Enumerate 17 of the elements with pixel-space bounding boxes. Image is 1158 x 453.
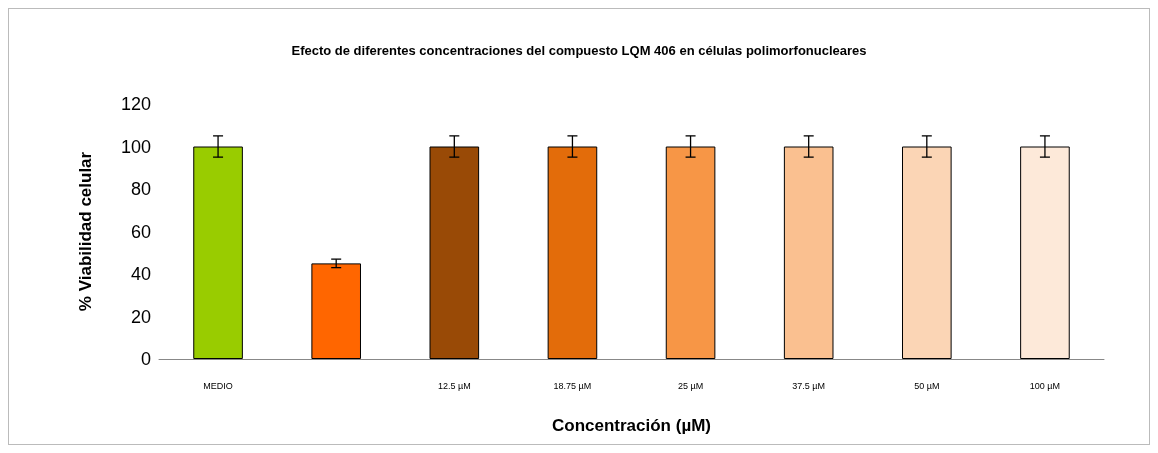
x-tick-label: 100 µM	[1029, 380, 1061, 391]
y-tick-label: 100	[120, 136, 151, 157]
y-tick-label: 120	[120, 94, 151, 114]
chart-title: Efecto de diferentes concentraciones del compuesto LQM 406 en células polimorfonucleares	[291, 43, 867, 58]
y-tick-label: 40	[130, 264, 151, 284]
x-tick-label: 50 µM	[914, 380, 940, 391]
y-tick-label: 0	[140, 349, 151, 369]
x-tick-label: 37.5 µM	[792, 380, 826, 391]
x-tick-label: 18.75 µM	[553, 380, 592, 391]
y-tick-label: 60	[130, 221, 151, 242]
y-tick-label: 80	[130, 179, 151, 199]
y-axis-title: % Viabilidad celular	[76, 151, 95, 312]
y-tick-label: 20	[130, 306, 151, 327]
x-tick-label: MEDIO	[203, 380, 233, 391]
x-tick-label: 25 µM	[677, 380, 704, 391]
x-tick-label: 12.5 µM	[437, 380, 471, 391]
x-axis-title: Concentración (µM)	[551, 416, 712, 435]
